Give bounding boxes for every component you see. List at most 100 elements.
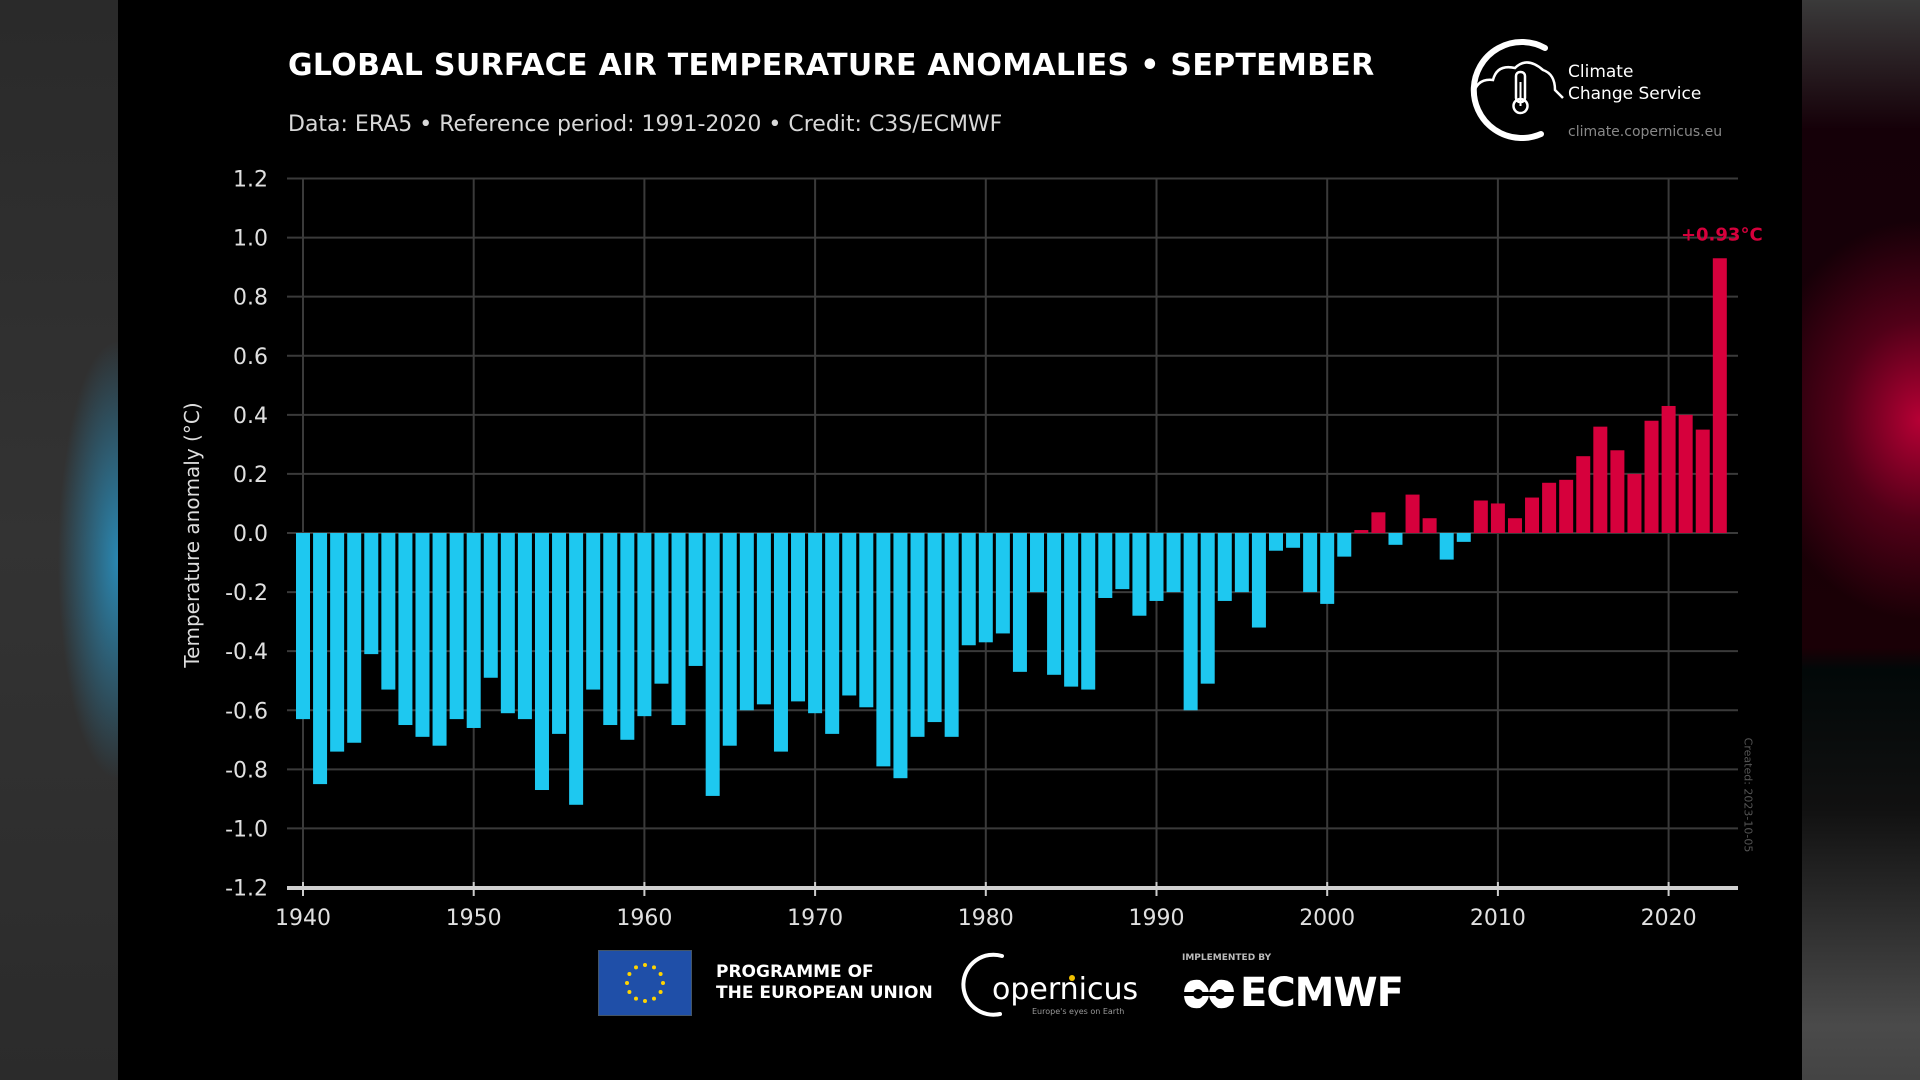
bar-1965 bbox=[722, 533, 737, 746]
eu-flag-icon bbox=[598, 950, 692, 1016]
bar-2004 bbox=[1388, 533, 1403, 545]
bar-2010 bbox=[1490, 503, 1505, 533]
bar-1960 bbox=[637, 533, 652, 717]
bar-2011 bbox=[1507, 518, 1522, 533]
eu-stars-icon bbox=[625, 963, 665, 1003]
x-tick-label: 2000 bbox=[1299, 906, 1355, 931]
bar-1950 bbox=[466, 533, 481, 728]
bar-1978 bbox=[944, 533, 959, 737]
bar-1944 bbox=[364, 533, 379, 655]
bar-1976 bbox=[910, 533, 925, 737]
x-tick-label: 1960 bbox=[616, 906, 672, 931]
annotation-label: +0.93°C bbox=[1681, 224, 1763, 245]
bar-2016 bbox=[1593, 426, 1608, 533]
bar-1967 bbox=[756, 533, 771, 705]
bar-2018 bbox=[1627, 473, 1642, 533]
bar-2015 bbox=[1576, 456, 1591, 533]
copernicus-tagline: Europe's eyes on Earth bbox=[1032, 1007, 1125, 1016]
bar-2019 bbox=[1644, 420, 1659, 533]
bar-1964 bbox=[705, 533, 720, 796]
copernicus-logo-icon bbox=[961, 952, 1075, 1017]
bar-1956 bbox=[569, 533, 584, 805]
bar-1969 bbox=[791, 533, 806, 702]
y-tick-label: 0.8 bbox=[233, 286, 268, 311]
bar-1988 bbox=[1115, 533, 1130, 590]
c3s-logo-icon bbox=[1470, 39, 1564, 141]
bar-1948 bbox=[432, 533, 447, 746]
x-tick-label: 1950 bbox=[446, 906, 502, 931]
bar-1992 bbox=[1183, 533, 1198, 711]
bar-1940 bbox=[296, 533, 310, 720]
bar-1942 bbox=[330, 533, 345, 752]
x-tick-label: 1990 bbox=[1129, 906, 1185, 931]
bar-2005 bbox=[1405, 494, 1420, 533]
bar-1962 bbox=[671, 533, 686, 726]
chart-title: GLOBAL SURFACE AIR TEMPERATURE ANOMALIES… bbox=[288, 48, 1375, 83]
bar-1963 bbox=[688, 533, 703, 666]
bar-1991 bbox=[1166, 533, 1181, 593]
y-tick-label: 0.6 bbox=[233, 345, 268, 370]
y-tick-label: 1.0 bbox=[233, 227, 268, 252]
bar-1980 bbox=[978, 533, 993, 643]
bar-2013 bbox=[1542, 482, 1557, 533]
bar-1989 bbox=[1132, 533, 1147, 616]
x-tick-label: 2010 bbox=[1470, 906, 1526, 931]
bar-1987 bbox=[1098, 533, 1113, 598]
bar-2014 bbox=[1559, 479, 1574, 533]
y-tick-label: -0.8 bbox=[225, 758, 268, 783]
bar-1961 bbox=[654, 533, 669, 684]
bar-1958 bbox=[603, 533, 618, 726]
bar-1983 bbox=[1030, 533, 1045, 593]
bar-1953 bbox=[517, 533, 532, 720]
bar-1947 bbox=[415, 533, 430, 737]
bar-1999 bbox=[1303, 533, 1318, 593]
y-tick-label: 0.0 bbox=[233, 522, 268, 547]
bar-1981 bbox=[995, 533, 1010, 634]
bar-1946 bbox=[398, 533, 413, 726]
bar-2000 bbox=[1320, 533, 1335, 604]
bar-2008 bbox=[1456, 533, 1471, 542]
bar-2021 bbox=[1678, 414, 1693, 533]
y-tick-label: -0.4 bbox=[225, 640, 268, 665]
bar-1941 bbox=[313, 533, 328, 785]
bar-1984 bbox=[1047, 533, 1062, 675]
eu-programme-text: PROGRAMME OF THE EUROPEAN UNION bbox=[716, 962, 933, 1004]
bar-1982 bbox=[1012, 533, 1027, 672]
blurred-background-right bbox=[1802, 0, 1920, 1080]
bar-1990 bbox=[1149, 533, 1164, 601]
bar-1970 bbox=[808, 533, 823, 714]
bar-1977 bbox=[927, 533, 942, 723]
copernicus-logo-text: opernicus bbox=[992, 972, 1139, 1007]
bar-2022 bbox=[1695, 429, 1710, 533]
ecmwf-logo-text: ECMWF bbox=[1240, 970, 1404, 1016]
bar-1949 bbox=[449, 533, 464, 720]
bar-1997 bbox=[1268, 533, 1283, 551]
bar-1957 bbox=[586, 533, 601, 690]
bar-1945 bbox=[381, 533, 396, 690]
bar-1975 bbox=[893, 533, 908, 779]
bar-1974 bbox=[876, 533, 891, 767]
bar-1972 bbox=[842, 533, 857, 696]
implemented-by-text: IMPLEMENTED BY bbox=[1182, 953, 1272, 963]
bar-1998 bbox=[1286, 533, 1301, 548]
bar-1968 bbox=[773, 533, 788, 752]
y-tick-label: 1.2 bbox=[233, 168, 268, 193]
eu-text-line2: THE EUROPEAN UNION bbox=[716, 983, 933, 1003]
bar-1943 bbox=[347, 533, 362, 743]
bar-1954 bbox=[534, 533, 549, 791]
eu-text-line1: PROGRAMME OF bbox=[716, 962, 874, 982]
bar-2001 bbox=[1337, 533, 1352, 557]
x-tick-label: 2020 bbox=[1641, 906, 1697, 931]
c3s-logo-text-line2: Change Service bbox=[1568, 84, 1702, 104]
y-tick-label: -0.2 bbox=[225, 581, 268, 606]
y-tick-label: -0.6 bbox=[225, 699, 268, 724]
bar-1993 bbox=[1200, 533, 1215, 684]
bar-2023 bbox=[1712, 258, 1727, 533]
bar-1951 bbox=[483, 533, 498, 678]
bar-1995 bbox=[1234, 533, 1249, 593]
bar-1979 bbox=[961, 533, 976, 646]
y-tick-label: 0.2 bbox=[233, 463, 268, 488]
bar-1985 bbox=[1064, 533, 1079, 687]
bar-1971 bbox=[825, 533, 840, 734]
